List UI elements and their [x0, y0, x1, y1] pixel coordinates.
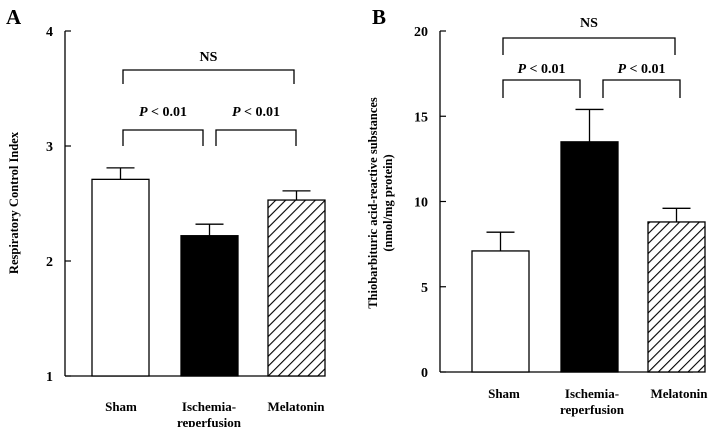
panel-label: B: [372, 5, 386, 29]
panel-a-chart: A 1 2 3 4 Respiratory Control Index Sham Ischem…: [6, 5, 326, 427]
significance-label: P < 0.01: [232, 105, 280, 120]
bar-melatonin: [267, 199, 326, 377]
x-tick-label: Ischemia-reperfusion: [177, 399, 242, 427]
significance-p: P: [517, 62, 526, 77]
x-tick-label-line: Ischemia-: [565, 386, 619, 401]
y-axis-label: Thiobarbituric acid-reactive substances(…: [366, 97, 395, 309]
significance-bracket: [215, 129, 297, 146]
panel-label: A: [6, 5, 22, 29]
y-tick-label: 0: [421, 366, 428, 381]
y-tick-label: 2: [46, 255, 53, 270]
y-tick-label: 15: [414, 110, 428, 125]
significance-p: P: [617, 62, 626, 77]
y-axis-label-line: (nmol/mg protein): [381, 154, 395, 251]
x-tick-label-line: reperfusion: [177, 415, 242, 427]
x-tick-label-line: Sham: [105, 399, 137, 414]
x-tick-label: Ischemia-reperfusion: [560, 386, 625, 417]
significance-text: < 0.01: [148, 105, 187, 120]
significance-label: NS: [200, 50, 218, 65]
y-tick-label: 5: [421, 281, 428, 296]
significance-label: P < 0.01: [617, 62, 665, 77]
significance-label: NS: [580, 16, 598, 31]
y-tick-label: 20: [414, 25, 428, 40]
y-axis-label: Respiratory Control Index: [7, 131, 21, 274]
bar-melatonin: [647, 221, 706, 373]
x-tick-label-line: Sham: [488, 386, 520, 401]
bar-ischemia-reperfusion: [560, 141, 619, 373]
significance-text: < 0.01: [626, 62, 665, 77]
significance-bracket: [502, 79, 581, 98]
y-tick-label: 4: [46, 25, 53, 40]
x-tick-label-line: reperfusion: [560, 402, 625, 417]
significance-text: NS: [580, 16, 598, 31]
significance-bracket: [602, 79, 681, 98]
significance-p: P: [232, 105, 241, 120]
significance-label: P < 0.01: [139, 105, 187, 120]
x-tick-label-line: Melatonin: [650, 386, 708, 401]
y-axis-label-line: Thiobarbituric acid-reactive substances: [366, 97, 380, 309]
significance-label: P < 0.01: [517, 62, 565, 77]
significance-text: < 0.01: [241, 105, 280, 120]
bar-sham: [91, 178, 150, 377]
significance-text: < 0.01: [526, 62, 565, 77]
x-tick-label: Melatonin: [267, 399, 325, 414]
significance-text: NS: [200, 50, 218, 65]
bar-sham: [471, 250, 530, 373]
significance-p: P: [139, 105, 148, 120]
y-tick-label: 3: [46, 140, 53, 155]
y-tick-label: 1: [46, 370, 53, 385]
panel-b-chart: B 0 5 10 15 20 Thiobarbituric acid-reactive su…: [366, 5, 708, 417]
x-tick-label-line: Ischemia-: [182, 399, 236, 414]
bar-ischemia-reperfusion: [180, 235, 239, 377]
significance-bracket: [122, 129, 204, 146]
significance-bracket: [122, 69, 295, 84]
x-tick-label-line: Melatonin: [267, 399, 325, 414]
significance-bracket: [502, 37, 676, 55]
x-tick-label: Melatonin: [650, 386, 708, 401]
y-tick-label: 10: [414, 196, 428, 211]
y-axis-label-line: Respiratory Control Index: [7, 131, 21, 274]
x-tick-label: Sham: [105, 399, 137, 414]
x-tick-label: Sham: [488, 386, 520, 401]
